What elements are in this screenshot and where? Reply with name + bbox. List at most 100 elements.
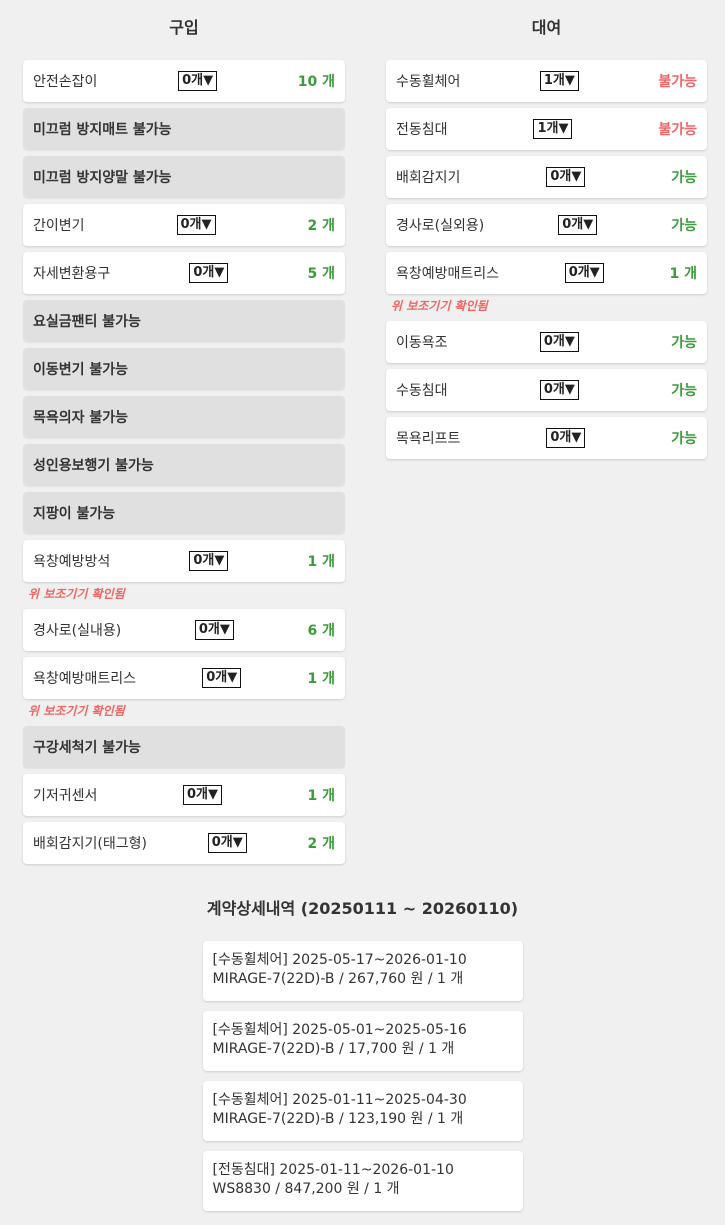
item-row: 전동침대 1개▼ 불가능 bbox=[386, 108, 707, 150]
contract-card: [수동휠체어] 2025-05-17~2026-01-10 MIRAGE-7(22… bbox=[202, 941, 523, 1001]
item-row: 배회감지기 0개▼ 가능 bbox=[386, 156, 707, 198]
item-name: 안전손잡이 bbox=[33, 74, 98, 90]
item-name: 욕창예방매트리스 bbox=[396, 266, 500, 282]
item-row: 자세변환용구 0개▼ 5 개 bbox=[23, 252, 345, 294]
confirmed-note: 위 보조기기 확인됨 bbox=[391, 299, 488, 313]
availability-value: 2 개 bbox=[307, 218, 335, 234]
quantity-select[interactable]: 1개▼ bbox=[539, 71, 579, 91]
item-name: 자세변환용구 bbox=[33, 266, 111, 282]
item-row: 욕창예방매트리스 0개▼ 1 개 bbox=[23, 657, 345, 699]
item-row: 경사로(실내용) 0개▼ 6 개 bbox=[23, 609, 345, 651]
item-name: 지팡이 불가능 bbox=[33, 506, 116, 522]
item-row: 욕창예방방석 0개▼ 1 개 bbox=[23, 540, 345, 582]
unavailable-row: 요실금팬티 불가능 bbox=[23, 300, 345, 342]
contract-detail: MIRAGE-7(22D)-B / 123,190 원 / 1 개 bbox=[212, 1111, 464, 1127]
availability-value: 가능 bbox=[671, 383, 697, 399]
quantity-select[interactable]: 0개▼ bbox=[207, 833, 247, 853]
confirmed-note: 위 보조기기 확인됨 bbox=[28, 704, 125, 718]
purchase-title: 구입 bbox=[169, 18, 199, 37]
quantity-select[interactable]: 0개▼ bbox=[539, 332, 579, 352]
contract-period: [수동휠체어] 2025-01-11~2025-04-30 bbox=[212, 1092, 467, 1108]
item-name: 이동욕조 bbox=[396, 335, 448, 351]
item-name: 성인용보행기 불가능 bbox=[33, 458, 154, 474]
item-name: 경사로(실내용) bbox=[33, 623, 122, 639]
item-name: 배회감지기(태그형) bbox=[33, 836, 147, 852]
contract-card: [수동휠체어] 2025-05-01~2025-05-16 MIRAGE-7(22… bbox=[202, 1011, 523, 1071]
item-row: 경사로(실외용) 0개▼ 가능 bbox=[386, 204, 707, 246]
contract-detail: WS8830 / 847,200 원 / 1 개 bbox=[212, 1181, 400, 1197]
unavailable-row: 성인용보행기 불가능 bbox=[23, 444, 345, 486]
quantity-select[interactable]: 0개▼ bbox=[564, 263, 604, 283]
availability-value: 2 개 bbox=[307, 836, 335, 852]
availability-value: 불가능 bbox=[658, 122, 697, 138]
contract-period: [수동휠체어] 2025-05-01~2025-05-16 bbox=[212, 1022, 467, 1038]
unavailable-row: 목욕의자 불가능 bbox=[23, 396, 345, 438]
availability-value: 10 개 bbox=[297, 74, 335, 90]
rental-title: 대여 bbox=[531, 18, 562, 37]
item-name: 미끄럼 방지매트 불가능 bbox=[33, 122, 172, 138]
unavailable-row: 지팡이 불가능 bbox=[23, 492, 345, 534]
contract-period: [수동휠체어] 2025-05-17~2026-01-10 bbox=[212, 952, 467, 968]
unavailable-row: 구강세척기 불가능 bbox=[23, 726, 345, 768]
quantity-select[interactable]: 0개▼ bbox=[539, 380, 579, 400]
availability-value: 가능 bbox=[671, 335, 697, 351]
item-row: 간이변기 0개▼ 2 개 bbox=[23, 204, 345, 246]
item-name: 요실금팬티 불가능 bbox=[33, 314, 141, 330]
item-name: 간이변기 bbox=[33, 218, 85, 234]
quantity-select[interactable]: 0개▼ bbox=[546, 167, 586, 187]
quantity-select[interactable]: 0개▼ bbox=[194, 620, 234, 640]
availability-value: 6 개 bbox=[307, 623, 335, 639]
item-name: 전동침대 bbox=[396, 122, 448, 138]
availability-value: 1 개 bbox=[669, 266, 698, 282]
rental-column: 대여 수동휠체어 1개▼ 불가능 전동침대 1개▼ 불가능 배회감지기 0개▼ 가능… bbox=[386, 14, 707, 465]
quantity-select[interactable]: 0개▼ bbox=[176, 215, 216, 235]
item-row: 목욕리프트 0개▼ 가능 bbox=[386, 417, 707, 459]
item-name: 이동변기 불가능 bbox=[33, 362, 129, 378]
contract-period: [전동침대] 2025-01-11~2026-01-10 bbox=[212, 1162, 454, 1178]
contract-title: 계약상세내역 (20250111 ~ 20260110) bbox=[206, 899, 519, 918]
item-row: 이동욕조 0개▼ 가능 bbox=[386, 321, 707, 363]
availability-value: 가능 bbox=[671, 170, 697, 186]
availability-value: 1 개 bbox=[307, 671, 336, 687]
quantity-select[interactable]: 0개▼ bbox=[178, 71, 218, 91]
item-row: 안전손잡이 0개▼ 10 개 bbox=[23, 60, 345, 102]
quantity-select[interactable]: 0개▼ bbox=[558, 215, 598, 235]
item-name: 기저귀센서 bbox=[33, 788, 98, 804]
item-name: 경사로(실외용) bbox=[396, 218, 485, 234]
quantity-select[interactable]: 0개▼ bbox=[189, 551, 229, 571]
availability-value: 1 개 bbox=[307, 554, 335, 570]
item-name: 목욕리프트 bbox=[396, 431, 461, 447]
quantity-select[interactable]: 1개▼ bbox=[533, 119, 573, 139]
item-name: 구강세척기 불가능 bbox=[33, 740, 141, 756]
availability-value: 불가능 bbox=[658, 74, 697, 90]
unavailable-row: 미끄럼 방지양말 불가능 bbox=[23, 156, 345, 198]
contract-section: 계약상세내역 (20250111 ~ 20260110) [수동휠체어] 202… bbox=[0, 893, 725, 1221]
contract-detail: MIRAGE-7(22D)-B / 17,700 원 / 1 개 bbox=[212, 1041, 455, 1057]
quantity-select[interactable]: 0개▼ bbox=[546, 428, 586, 448]
item-name: 미끄럼 방지양말 불가능 bbox=[33, 170, 172, 186]
item-name: 욕창예방매트리스 bbox=[33, 671, 137, 687]
unavailable-row: 이동변기 불가능 bbox=[23, 348, 345, 390]
contract-card: [수동휠체어] 2025-01-11~2025-04-30 MIRAGE-7(22… bbox=[202, 1081, 523, 1141]
confirmed-note: 위 보조기기 확인됨 bbox=[28, 587, 125, 601]
item-row: 배회감지기(태그형) 0개▼ 2 개 bbox=[23, 822, 345, 864]
quantity-select[interactable]: 0개▼ bbox=[189, 263, 229, 283]
item-row: 수동침대 0개▼ 가능 bbox=[386, 369, 707, 411]
availability-value: 가능 bbox=[671, 431, 697, 447]
item-row: 기저귀센서 0개▼ 1 개 bbox=[23, 774, 345, 816]
item-row: 욕창예방매트리스 0개▼ 1 개 bbox=[386, 252, 707, 294]
availability-value: 1 개 bbox=[307, 788, 335, 804]
contract-detail: MIRAGE-7(22D)-B / 267,760 원 / 1 개 bbox=[212, 971, 464, 987]
quantity-select[interactable]: 0개▼ bbox=[182, 785, 222, 805]
item-name: 목욕의자 불가능 bbox=[33, 410, 129, 426]
availability-value: 가능 bbox=[671, 218, 697, 234]
quantity-select[interactable]: 0개▼ bbox=[202, 668, 242, 688]
item-name: 수동침대 bbox=[396, 383, 448, 399]
item-row: 수동휠체어 1개▼ 불가능 bbox=[386, 60, 707, 102]
contract-card: [전동침대] 2025-01-11~2026-01-10 WS8830 / 847… bbox=[202, 1151, 523, 1211]
item-name: 수동휠체어 bbox=[396, 74, 461, 90]
availability-value: 5 개 bbox=[307, 266, 335, 282]
item-name: 배회감지기 bbox=[396, 170, 461, 186]
item-name: 욕창예방방석 bbox=[33, 554, 111, 570]
